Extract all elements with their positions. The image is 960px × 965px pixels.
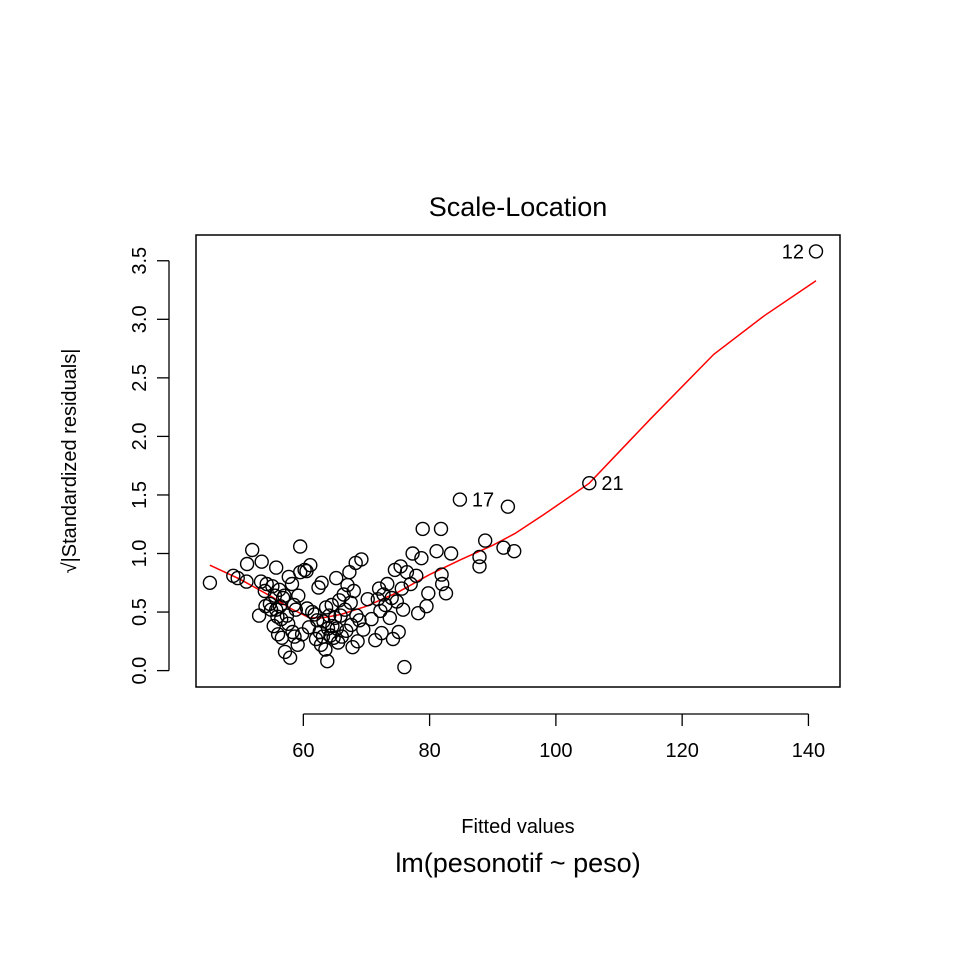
data-point [294,627,310,642]
model-caption: lm(pesonotif ~ peso) [395,848,640,878]
data-point [376,587,391,602]
data-point [275,590,291,606]
outlier-label: 21 [601,473,623,495]
outlier-label: 17 [472,490,494,512]
data-point [349,608,364,623]
data-point [230,570,245,586]
y-tick-label: 2.0 [129,423,151,451]
data-point [310,613,325,628]
data-point [318,642,333,657]
data-point [382,610,397,626]
data-point [443,546,459,561]
data-point [329,570,344,586]
x-tick-label: 120 [665,740,698,762]
data-point [419,599,434,614]
data-point [291,588,306,603]
data-point [414,551,429,566]
data-point [496,540,511,555]
data-point [808,244,824,259]
data-point [429,544,444,559]
data-point [391,624,406,640]
data-point [352,613,367,628]
x-axis: 60 80 100 120 140 [292,713,825,762]
data-point [438,586,454,601]
data-point [293,539,308,554]
data-point [254,554,269,569]
data-point [282,650,298,665]
data-point [270,609,285,624]
data-point [397,659,412,675]
data-point [269,560,284,575]
data-point [411,606,426,621]
x-axis-label: Fitted values [461,816,574,838]
data-point [582,476,597,491]
y-tick-label: 0.0 [129,657,151,685]
data-point [202,575,218,590]
y-tick-label: 3.5 [129,247,151,275]
data-point [405,546,420,561]
data-point [364,611,379,627]
chart-title: Scale-Location [429,192,608,222]
data-point [452,492,468,507]
data-point [320,654,335,669]
data-point [244,542,260,558]
data-point [395,602,411,617]
outlier-label: 12 [782,241,804,263]
data-point [472,559,487,574]
y-axis: 0.0 0.5 1.0 1.5 2.0 2.5 3.0 3.5 [129,247,170,685]
x-tick-label: 60 [292,740,314,762]
data-point [435,576,450,592]
plot-frame [195,234,841,688]
data-point [288,602,303,617]
data-point [472,549,487,565]
data-point [251,608,267,623]
x-tick-label: 100 [539,740,572,762]
y-axis-label: √|Standardized residuals| [59,349,81,574]
data-point [284,576,300,592]
y-tick-label: 2.5 [129,364,151,392]
data-point [374,625,389,641]
y-tick-label: 0.5 [129,598,151,626]
x-tick-label: 80 [418,740,440,762]
data-point [356,622,371,637]
x-tick-label: 140 [792,740,825,762]
data-point [239,556,255,572]
data-point [287,629,302,644]
data-point [360,592,375,607]
smoother-line [209,280,817,619]
data-point [314,575,329,590]
data-point [329,621,344,636]
y-tick-label: 1.0 [129,540,151,568]
data-point [336,587,351,602]
data-point [409,568,424,583]
y-tick-label: 3.0 [129,305,151,333]
data-point [415,521,430,537]
data-point [346,583,361,599]
data-point [350,634,365,649]
data-point [326,630,341,645]
data-point [311,580,326,595]
data-point [239,574,254,589]
data-point [270,627,286,642]
data-point [313,637,329,652]
data-point [380,576,395,592]
data-point [305,604,320,620]
data-point [342,565,357,580]
data-point [269,602,284,617]
data-point [354,552,369,567]
plot-area: 12 17 21 [202,241,824,675]
data-point [394,581,409,596]
data-point [281,616,296,631]
data-point [478,533,493,548]
data-point [421,586,436,601]
data-point [303,558,318,573]
data-point [433,521,449,537]
data-point [277,588,292,603]
data-point [500,499,516,514]
data-point [507,544,522,559]
y-tick-label: 1.5 [129,481,151,509]
data-point [265,579,280,594]
data-point [434,567,449,582]
